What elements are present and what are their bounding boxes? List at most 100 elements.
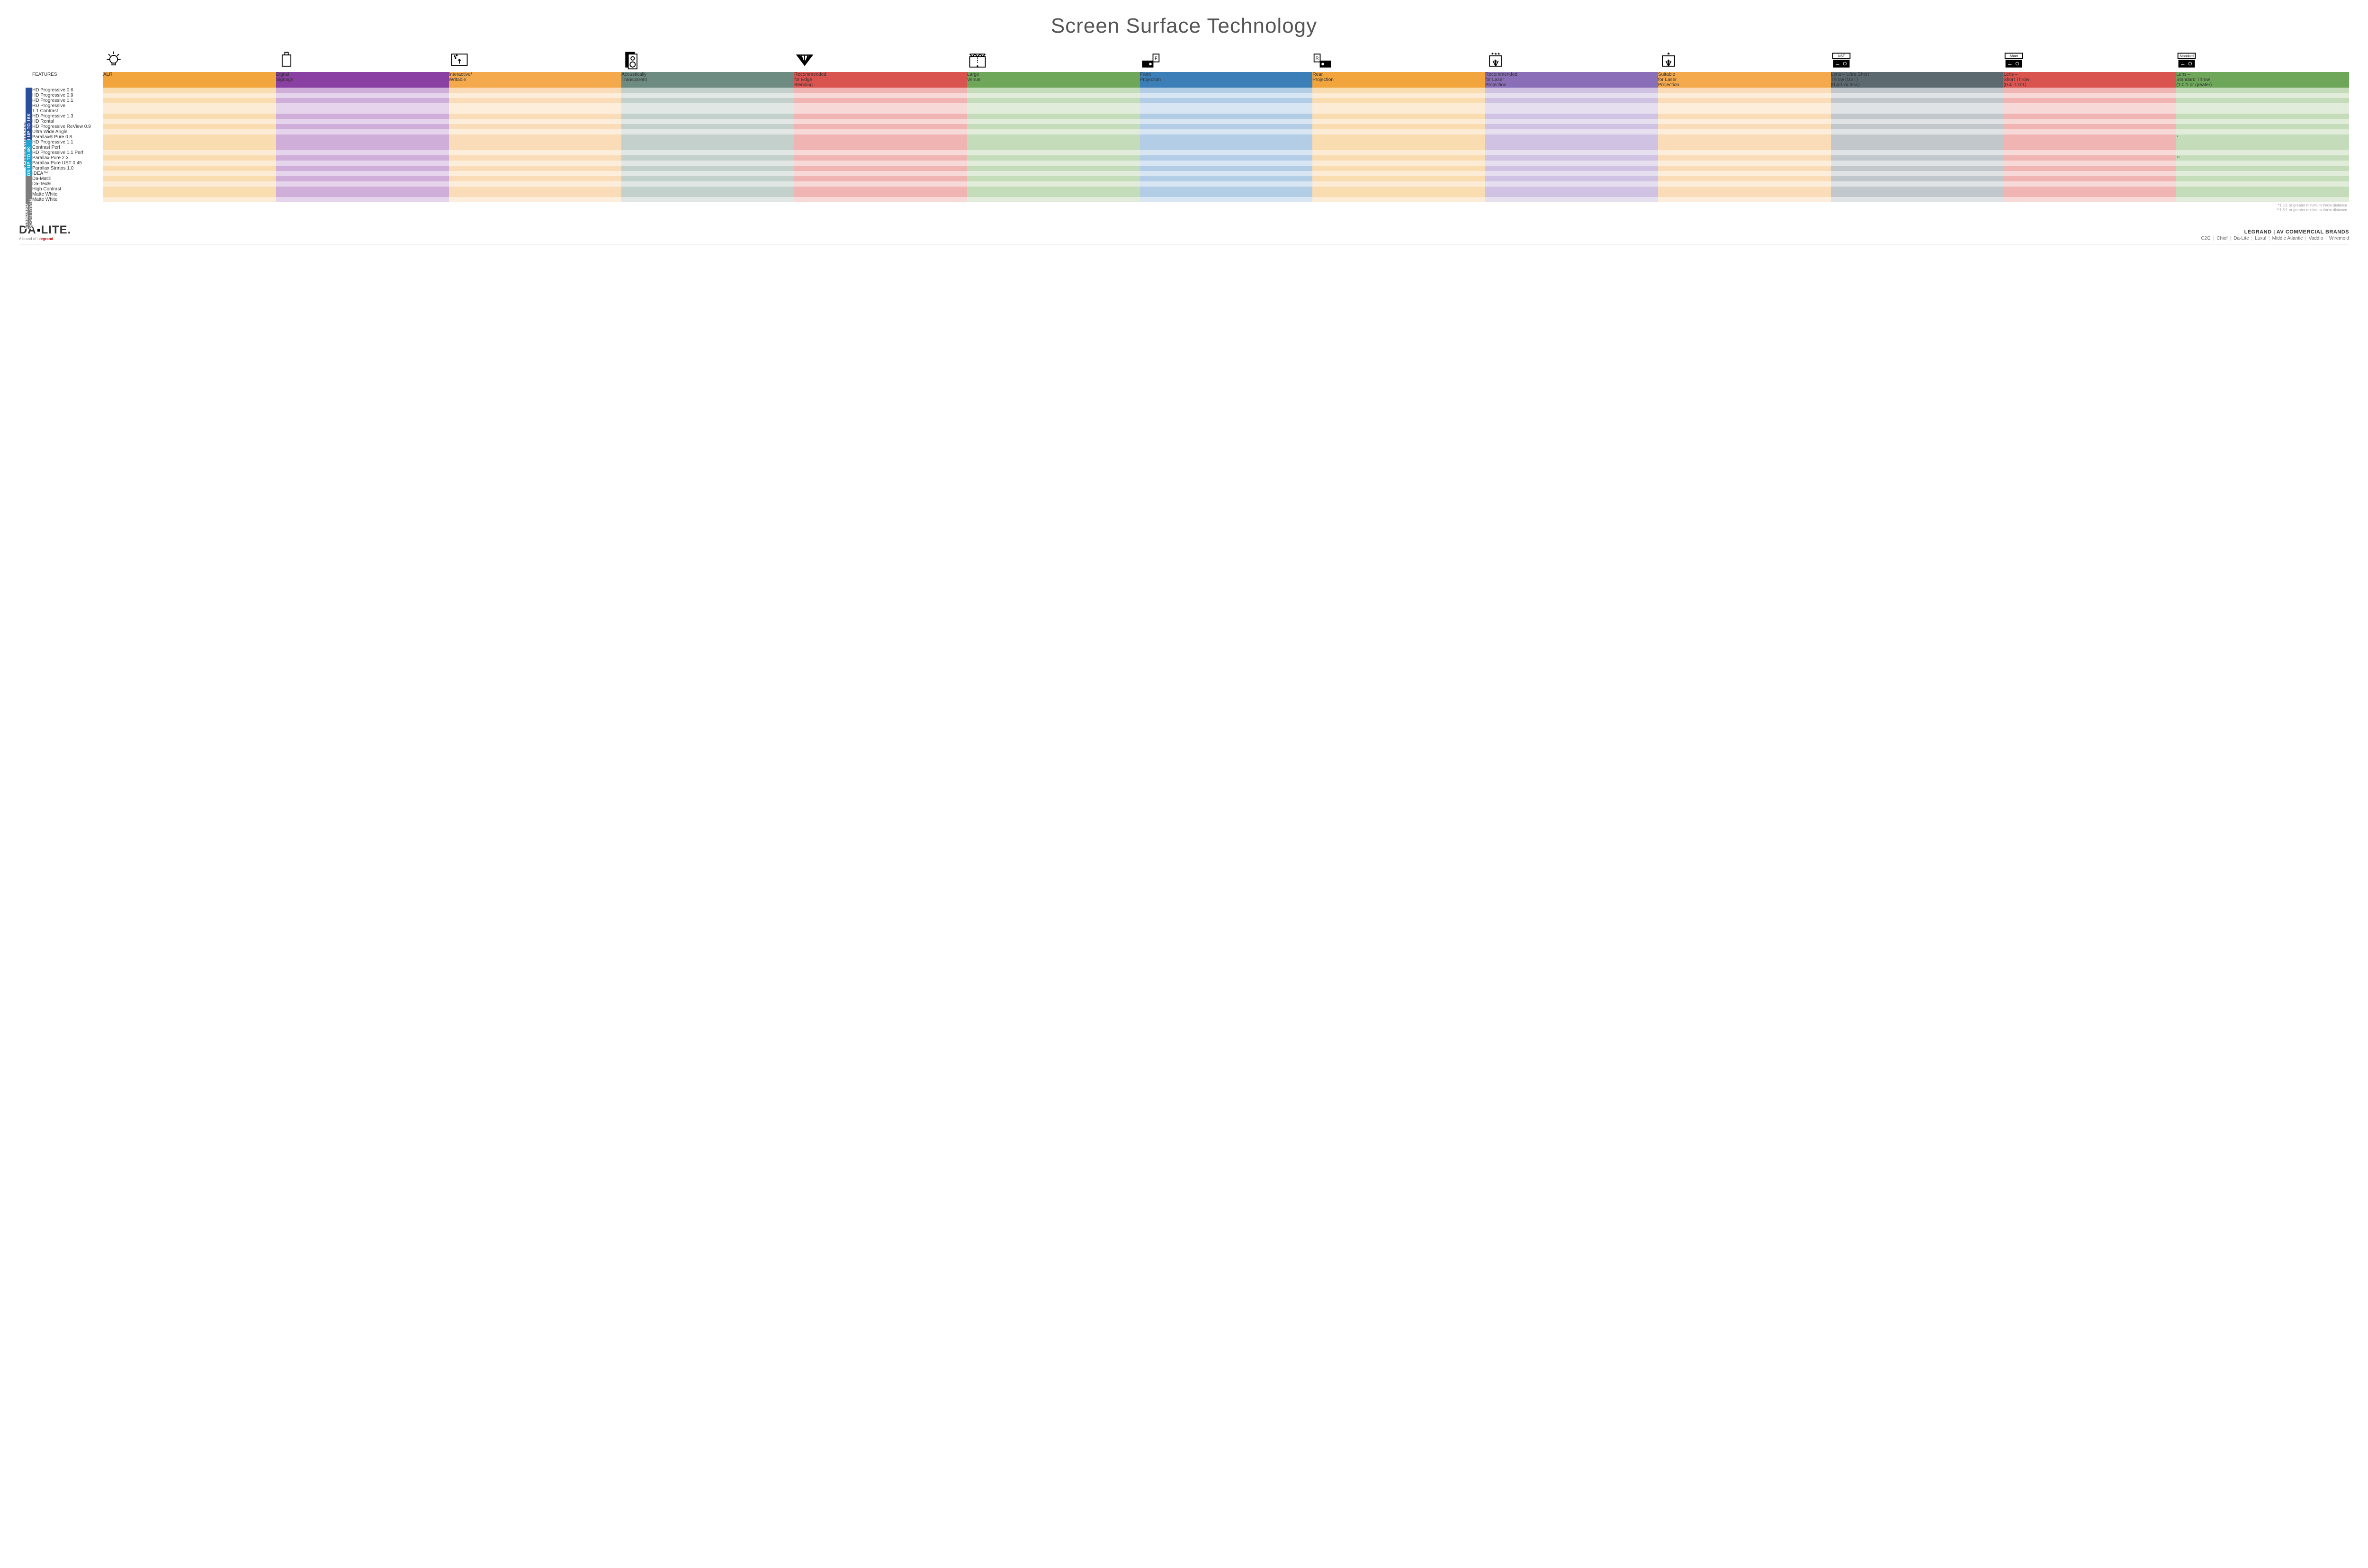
cell-ust: [1831, 103, 2004, 114]
cell-short: [2003, 150, 2176, 155]
cell-rec_laser: [1485, 181, 1658, 187]
cell-alr: [103, 98, 276, 103]
cell-short: [2003, 134, 2176, 140]
cell-rec_laser: [1485, 98, 1658, 103]
cell-std: [2176, 98, 2349, 103]
cell-rear: [1312, 187, 1485, 197]
cell-front: [1140, 161, 1313, 166]
cell-std: [2176, 150, 2349, 155]
cell-edge: [794, 134, 967, 140]
cell-edge: [794, 88, 967, 93]
cell-alr: [103, 140, 276, 150]
cell-writable: [449, 150, 622, 155]
cell-signage: [276, 197, 449, 202]
row-label: Parallax Stratos 1.0: [32, 166, 103, 171]
footer: DALITE. A brand of □legrand LEGRAND | AV…: [19, 224, 2349, 244]
cell-front: [1140, 103, 1313, 114]
cell-front: [1140, 176, 1313, 181]
col-header-rec_laser: Recommendedfor LaserProjection: [1485, 72, 1658, 88]
cell-suit_laser: [1658, 150, 1831, 155]
header-icon-suit_laser: ★✳: [1658, 50, 1831, 72]
cell-signage: [276, 161, 449, 166]
header-icon-edge: [794, 50, 967, 72]
cell-large: [967, 187, 1140, 197]
cell-suit_laser: [1658, 134, 1831, 140]
cell-short: [2003, 93, 2176, 98]
cell-large: [967, 124, 1140, 129]
cell-ust: [1831, 129, 2004, 134]
cell-edge: [794, 124, 967, 129]
cell-acoustic: [621, 134, 794, 140]
cell-suit_laser: [1658, 114, 1831, 119]
cell-signage: [276, 124, 449, 129]
col-header-acoustic: AcousticallyTransparent: [621, 72, 794, 88]
cell-std: [2176, 129, 2349, 134]
cell-front: [1140, 171, 1313, 176]
cell-std: *: [2176, 134, 2349, 140]
cell-acoustic: [621, 124, 794, 129]
cell-alr: [103, 155, 276, 161]
cell-writable: [449, 166, 622, 171]
features-header: FEATURES: [32, 72, 103, 88]
col-header-rear: RearProjection: [1312, 72, 1485, 88]
cell-ust: [1831, 176, 2004, 181]
cell-ust: [1831, 150, 2004, 155]
cell-short: [2003, 181, 2176, 187]
cell-writable: [449, 181, 622, 187]
col-header-alr: ALR: [103, 72, 276, 88]
cell-front: [1140, 124, 1313, 129]
cell-rear: [1312, 171, 1485, 176]
row-label: HD Progressive 1.1: [32, 98, 103, 103]
cell-suit_laser: [1658, 161, 1831, 166]
row-label: Ultra Wide Angle: [32, 129, 103, 134]
cell-signage: [276, 140, 449, 150]
col-header-front: FrontProjection: [1140, 72, 1313, 88]
header-icon-writable: [449, 50, 622, 72]
cell-rear: [1312, 176, 1485, 181]
cell-ust: [1831, 197, 2004, 202]
svg-text:F: F: [1155, 56, 1157, 61]
cell-large: [967, 181, 1140, 187]
cell-rec_laser: [1485, 129, 1658, 134]
cell-suit_laser: [1658, 98, 1831, 103]
col-header-suit_laser: Suitablefor LaserProjection: [1658, 72, 1831, 88]
cell-std: [2176, 166, 2349, 171]
cell-writable: [449, 176, 622, 181]
cell-rec_laser: [1485, 114, 1658, 119]
cell-writable: [449, 93, 622, 98]
cell-ust: [1831, 140, 2004, 150]
cell-rec_laser: [1485, 140, 1658, 150]
cell-edge: [794, 150, 967, 155]
cell-writable: [449, 161, 622, 166]
cell-ust: [1831, 88, 2004, 93]
cell-acoustic: [621, 150, 794, 155]
cell-large: [967, 129, 1140, 134]
cell-front: [1140, 150, 1313, 155]
cell-front: [1140, 197, 1313, 202]
cell-writable: [449, 98, 622, 103]
cell-rec_laser: [1485, 187, 1658, 197]
cell-rear: [1312, 98, 1485, 103]
cell-suit_laser: [1658, 124, 1831, 129]
cell-large: [967, 98, 1140, 103]
cell-std: [2176, 197, 2349, 202]
cell-suit_laser: [1658, 176, 1831, 181]
cell-writable: [449, 171, 622, 176]
cell-edge: [794, 176, 967, 181]
cell-alr: [103, 114, 276, 119]
cell-short: [2003, 161, 2176, 166]
cell-short: [2003, 197, 2176, 202]
cell-writable: [449, 103, 622, 114]
cell-edge: [794, 98, 967, 103]
cell-writable: [449, 114, 622, 119]
cell-signage: [276, 187, 449, 197]
cell-rear: [1312, 155, 1485, 161]
cell-std: [2176, 176, 2349, 181]
cell-suit_laser: [1658, 140, 1831, 150]
cell-std: [2176, 124, 2349, 129]
cell-signage: [276, 134, 449, 140]
cell-front: [1140, 155, 1313, 161]
cell-writable: [449, 119, 622, 124]
cell-large: [967, 134, 1140, 140]
cell-ust: [1831, 187, 2004, 197]
